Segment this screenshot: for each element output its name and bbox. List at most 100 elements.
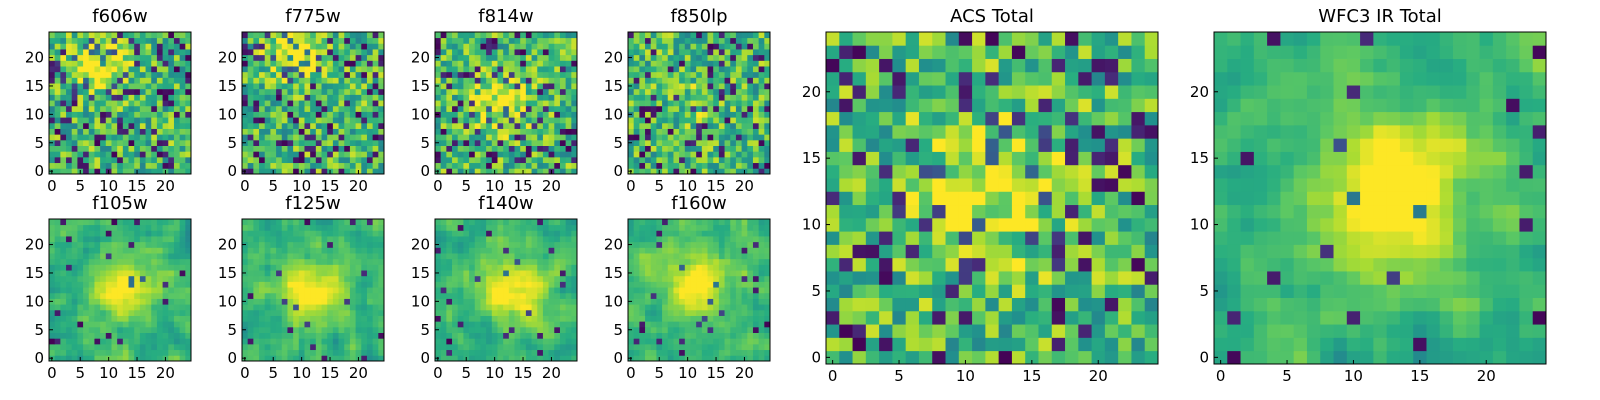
heatmap-cell xyxy=(559,128,567,135)
heatmap-cell xyxy=(276,321,283,328)
heatmap-cell xyxy=(752,304,760,311)
heatmap-cell xyxy=(179,349,186,356)
heatmap-cell xyxy=(474,105,481,112)
heatmap-cell xyxy=(656,275,663,282)
heatmap-cell xyxy=(497,54,504,61)
heatmap-cell xyxy=(639,258,646,265)
heatmap-cell xyxy=(548,94,555,101)
heatmap-cell xyxy=(168,128,175,135)
heatmap-cell xyxy=(559,287,567,294)
heatmap-cell xyxy=(486,122,493,129)
heatmap-cell xyxy=(457,287,464,294)
heatmap-cell xyxy=(497,117,504,124)
heatmap-cell xyxy=(724,100,731,107)
heatmap-cell xyxy=(508,247,515,254)
heatmap-cell xyxy=(667,326,674,333)
heatmap-cell xyxy=(105,117,112,124)
heatmap-cell xyxy=(633,43,640,50)
heatmap-cell xyxy=(707,37,714,44)
heatmap-cell xyxy=(531,343,538,351)
heatmap-cell xyxy=(281,275,288,282)
heatmap-cell xyxy=(480,338,487,345)
heatmap-cell xyxy=(735,309,742,316)
heatmap-cell xyxy=(690,83,697,90)
heatmap-cell xyxy=(520,117,527,124)
heatmap-cell xyxy=(293,134,300,141)
heatmap-cell xyxy=(270,139,277,146)
heatmap-cell xyxy=(696,134,703,141)
heatmap-cell xyxy=(724,309,731,316)
heatmap-cell xyxy=(253,253,260,260)
heatmap-cell xyxy=(321,43,328,50)
heatmap-cell xyxy=(520,326,527,333)
heatmap-cell xyxy=(366,304,374,311)
heatmap-cell xyxy=(287,264,294,271)
heatmap-cell xyxy=(525,287,532,294)
heatmap-cell xyxy=(111,321,118,328)
heatmap-cell xyxy=(645,145,652,152)
heatmap-cell xyxy=(440,156,447,164)
heatmap-cell xyxy=(344,224,351,231)
heatmap-cell xyxy=(486,309,493,316)
heatmap-cell xyxy=(60,349,67,356)
heatmap-cell xyxy=(571,281,578,288)
heatmap-cell xyxy=(724,281,731,288)
heatmap-cell xyxy=(440,71,447,78)
heatmap-cell xyxy=(741,292,748,299)
heatmap-cell xyxy=(128,66,135,73)
heatmap-cell xyxy=(531,309,538,316)
heatmap-cell xyxy=(128,105,135,112)
heatmap-cell xyxy=(554,275,561,282)
heatmap-cell xyxy=(446,88,453,95)
heatmap-cell xyxy=(735,332,742,339)
heatmap-cell xyxy=(508,156,515,164)
heatmap-cell xyxy=(645,32,652,39)
heatmap-cell xyxy=(270,349,277,356)
heatmap-cell xyxy=(741,315,748,322)
heatmap-cell xyxy=(525,343,532,351)
heatmap-cell xyxy=(173,241,181,248)
heatmap-cell xyxy=(134,94,141,101)
heatmap-cell xyxy=(304,349,311,356)
heatmap-cell xyxy=(650,37,657,44)
heatmap-cell xyxy=(497,219,504,226)
heatmap-cell xyxy=(457,111,464,118)
heatmap-cell xyxy=(378,54,385,61)
heatmap-cell xyxy=(645,43,652,50)
heatmap-cell xyxy=(764,128,771,135)
heatmap-cell xyxy=(633,37,640,44)
heatmap-cell xyxy=(656,54,663,61)
heatmap-cell xyxy=(128,77,135,84)
heatmap-cell xyxy=(537,66,544,73)
heatmap-cell xyxy=(679,156,686,164)
heatmap-cell xyxy=(656,343,663,351)
heatmap-cell xyxy=(667,111,674,118)
heatmap-cell xyxy=(639,43,646,50)
heatmap-cell xyxy=(724,343,731,351)
heatmap-cell xyxy=(71,275,78,282)
heatmap-cell xyxy=(83,247,90,254)
heatmap-cell xyxy=(446,236,453,243)
heatmap-cell xyxy=(559,315,567,322)
heatmap-cell xyxy=(168,224,175,231)
heatmap-cell xyxy=(71,94,78,101)
heatmap-cell xyxy=(724,111,731,118)
heatmap-cell xyxy=(571,309,578,316)
heatmap-cell xyxy=(366,111,374,118)
heatmap-cell xyxy=(281,298,288,305)
heatmap-cell xyxy=(281,54,288,61)
heatmap-cell xyxy=(537,100,544,107)
heatmap-cell xyxy=(741,122,748,129)
heatmap-cell xyxy=(298,332,305,339)
heatmap-cell xyxy=(469,315,476,322)
heatmap-cell xyxy=(145,241,152,248)
heatmap-cell xyxy=(735,37,742,44)
heatmap-cell xyxy=(264,224,271,231)
heatmap-cell xyxy=(83,326,90,333)
heatmap-cell xyxy=(111,88,118,95)
heatmap-cell xyxy=(457,332,464,339)
heatmap-cell xyxy=(690,49,697,56)
heatmap-cell xyxy=(185,111,192,118)
heatmap-cell xyxy=(117,37,124,44)
heatmap-cell xyxy=(730,355,737,362)
